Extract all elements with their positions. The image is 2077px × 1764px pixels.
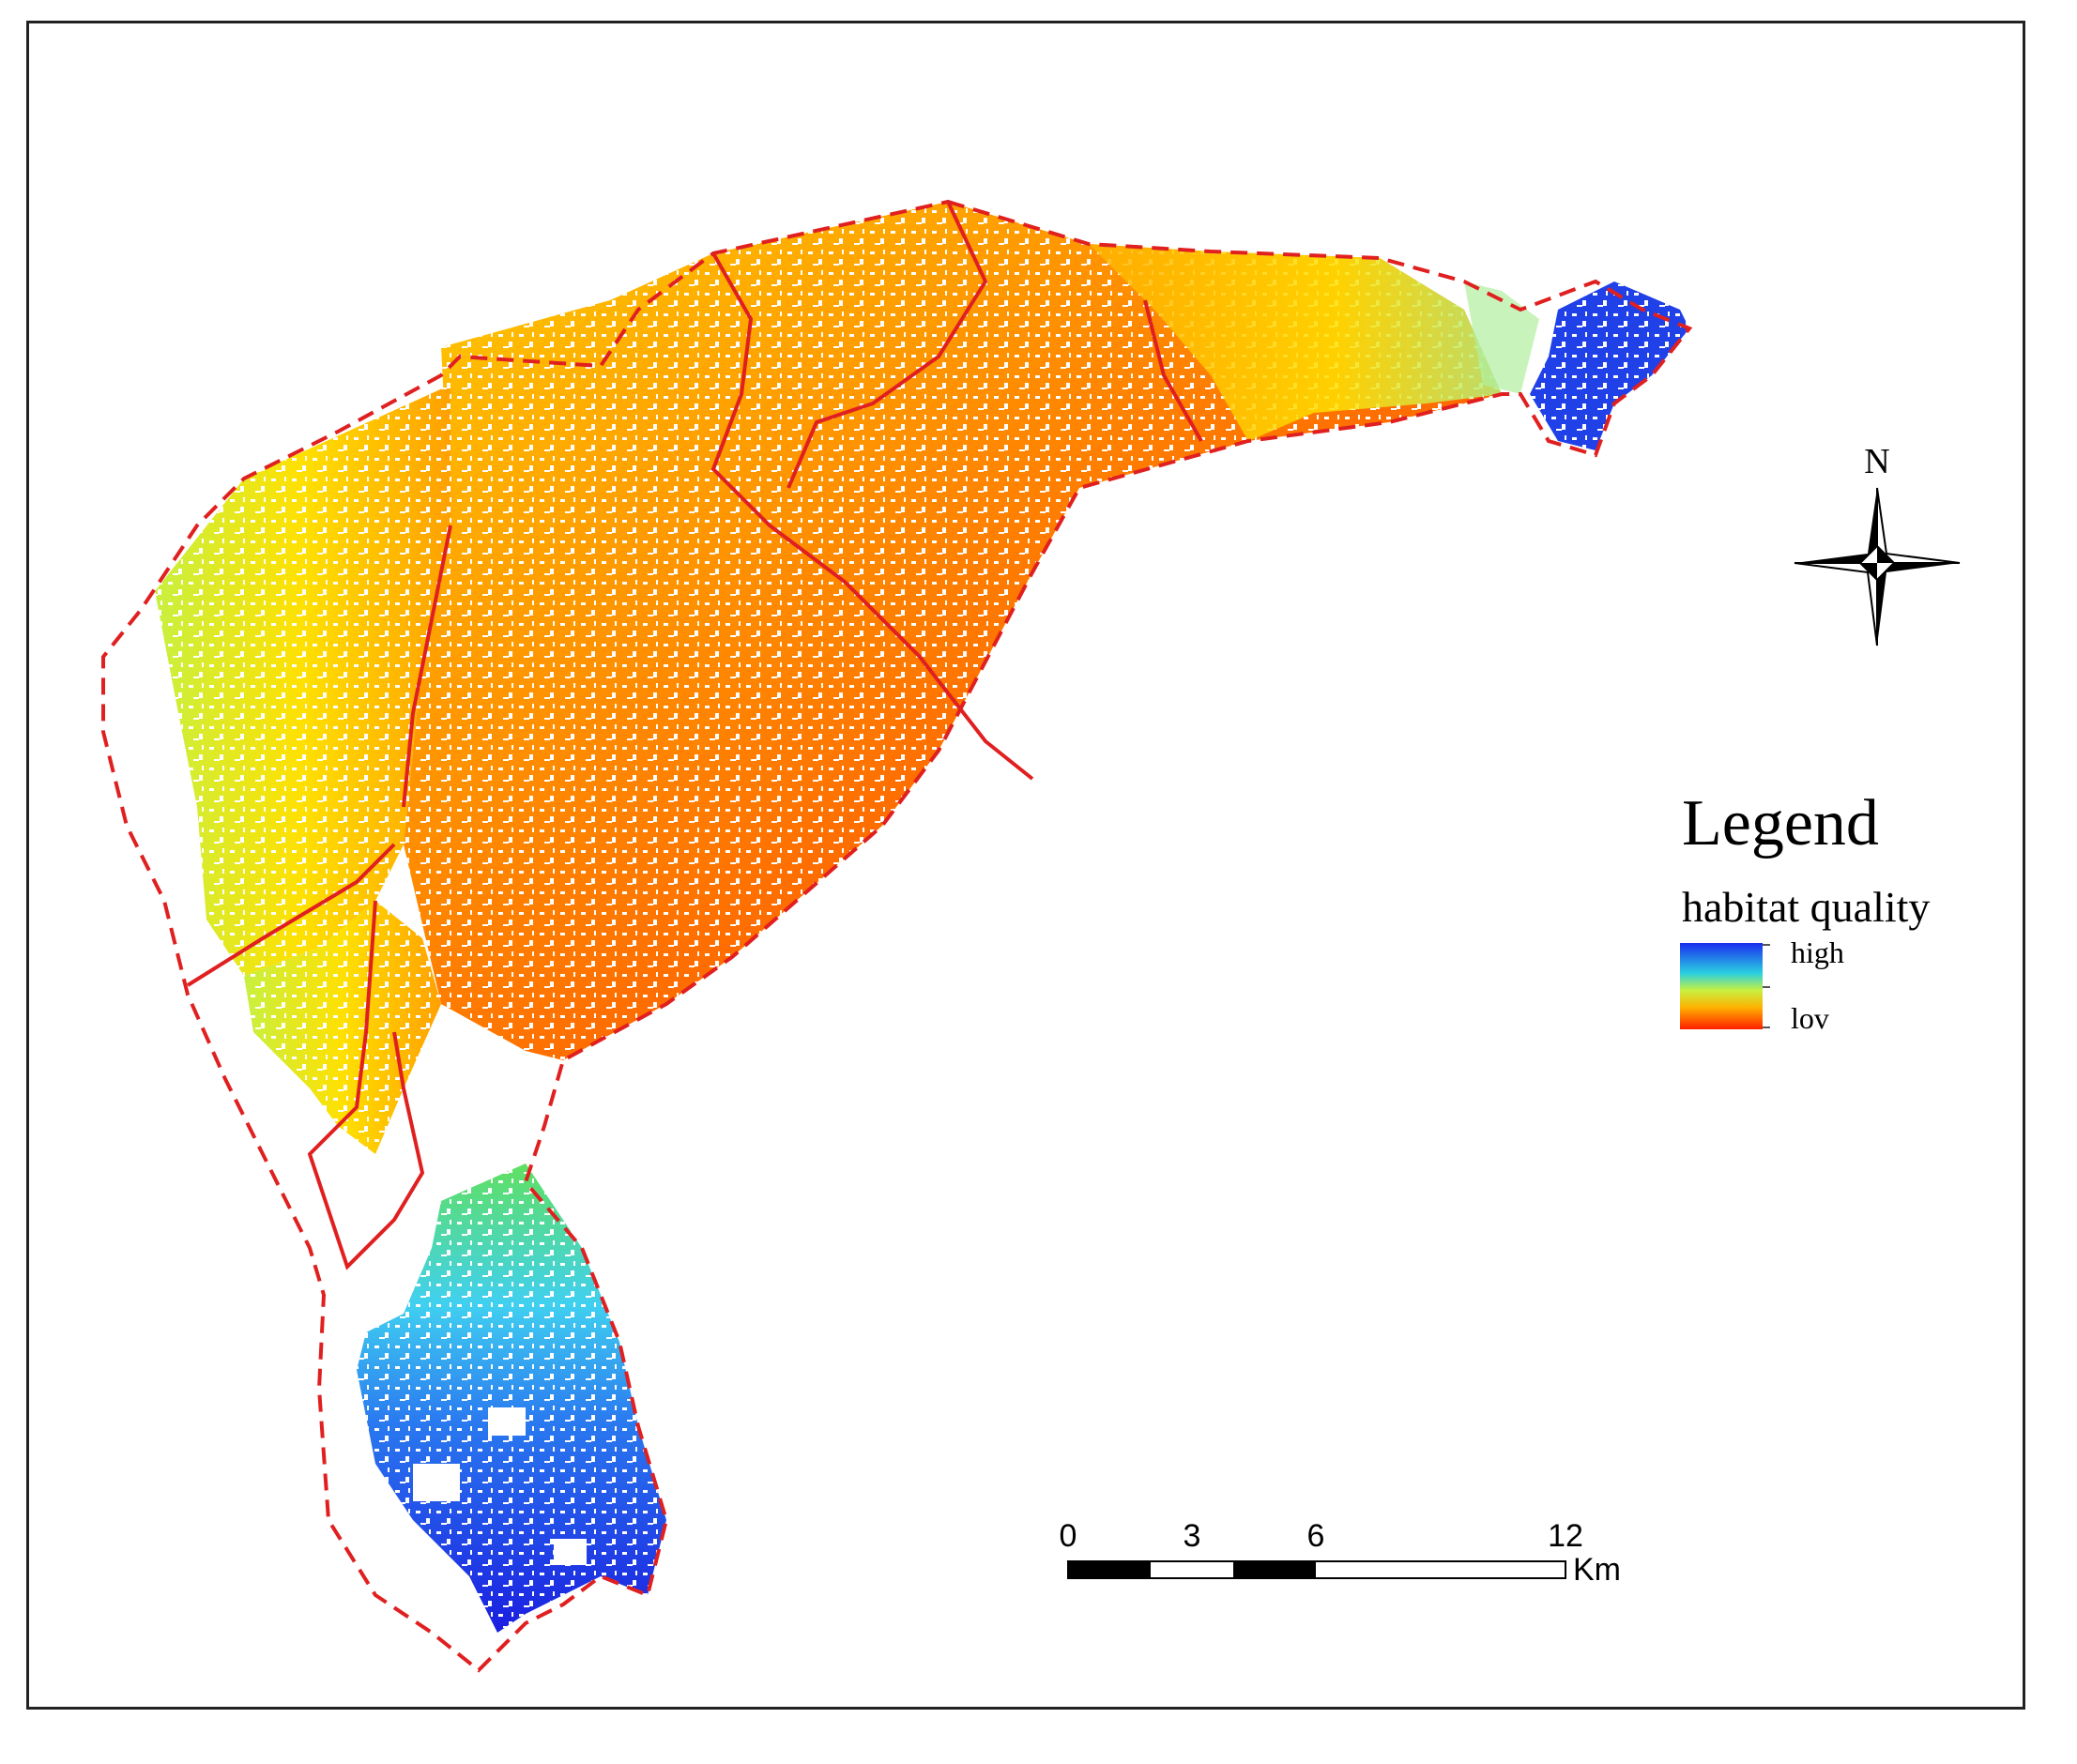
map-frame (26, 21, 2025, 1710)
legend-high-label: high (1791, 935, 1844, 969)
scale-label-12: 12 (1548, 1518, 1583, 1554)
scale-label-3: 3 (1184, 1518, 1201, 1554)
north-arrow-icon (1794, 487, 1961, 646)
legend: Legend habitat quality high lov (1680, 787, 1930, 1035)
habitat-region-northeast-island (1530, 281, 1689, 450)
north-label: N (1864, 442, 1889, 481)
scale-label-0: 0 (1060, 1518, 1077, 1554)
legend-color-ramp (1680, 943, 1763, 1029)
study-area-boundary (101, 199, 1693, 1673)
habitat-region-west (155, 385, 451, 1154)
scale-unit-label: Km (1573, 1552, 1621, 1588)
legend-low-label: lov (1791, 1001, 1829, 1035)
district-boundaries (186, 201, 1203, 1270)
scale-label-6: 6 (1307, 1518, 1325, 1554)
scale-bar: 0 3 6 12 Km (1060, 1518, 1621, 1588)
habitat-region-south (357, 1163, 666, 1633)
habitat-region-central (404, 202, 1502, 1060)
legend-title: Legend (1682, 787, 1879, 859)
legend-subtitle: habitat quality (1682, 883, 1930, 931)
